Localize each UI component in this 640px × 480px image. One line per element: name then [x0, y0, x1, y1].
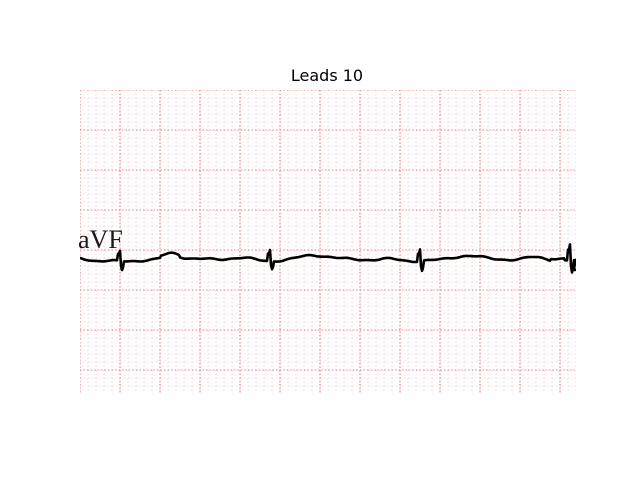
ecg-trace — [80, 243, 576, 274]
lead-label: aVF — [78, 225, 123, 254]
ecg-image — [80, 90, 576, 394]
ecg-grid — [80, 90, 576, 394]
figure-title: Leads 10 — [290, 66, 364, 85]
